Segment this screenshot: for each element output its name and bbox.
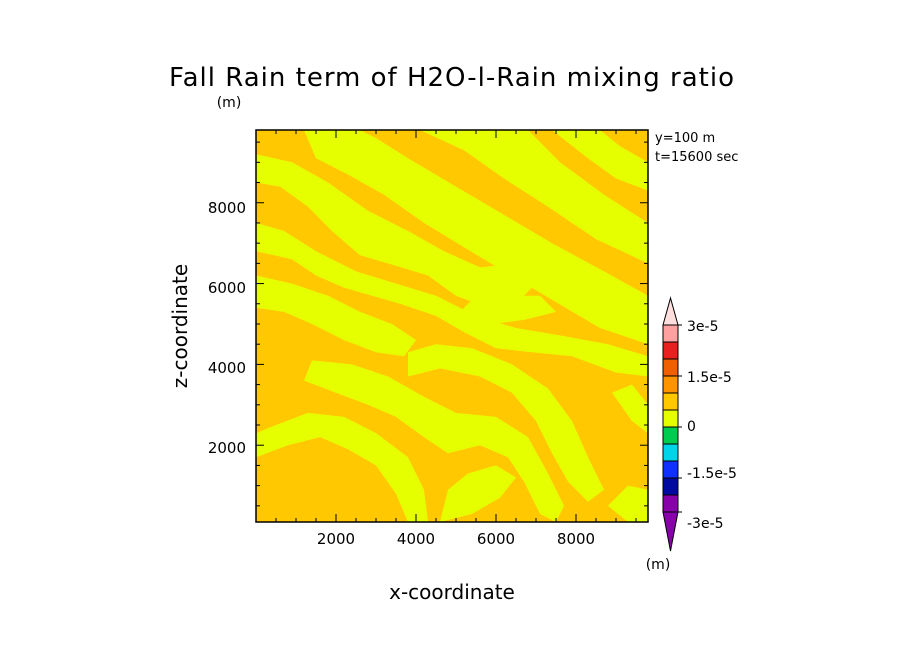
colorbar-swatch bbox=[662, 494, 679, 513]
plot-area bbox=[256, 130, 648, 522]
contour-band bbox=[256, 222, 648, 377]
contour-band bbox=[608, 485, 648, 522]
colorbar-units: (m) bbox=[646, 557, 671, 573]
colorbar-label: 3e-5 bbox=[687, 319, 718, 335]
annotation-y: y=100 m bbox=[655, 131, 715, 146]
colorbar-swatch bbox=[662, 460, 679, 479]
colorbar-swatch bbox=[662, 409, 679, 428]
x-axis-label: x-coordinate bbox=[389, 580, 515, 604]
contour-band bbox=[256, 154, 540, 308]
x-tick-label: 6000 bbox=[477, 530, 515, 548]
chart-title: Fall Rain term of H2O-l-Rain mixing rati… bbox=[169, 63, 735, 93]
annotation-t: t=15600 sec bbox=[655, 150, 738, 165]
contour-band bbox=[408, 344, 604, 502]
contour-band bbox=[612, 384, 648, 434]
contour-band bbox=[552, 130, 648, 191]
contour-band bbox=[256, 130, 648, 345]
x-tick-label: 8000 bbox=[557, 530, 595, 548]
colorbar-swatch bbox=[662, 375, 679, 394]
contour-band bbox=[420, 130, 648, 264]
colorbar-ticks bbox=[678, 324, 682, 513]
contour-band bbox=[440, 465, 516, 522]
title-units: (m) bbox=[217, 95, 242, 111]
y-tick-label: 8000 bbox=[208, 199, 246, 217]
colorbar bbox=[662, 296, 682, 552]
x-tick-label: 2000 bbox=[317, 530, 355, 548]
y-tick-label: 4000 bbox=[208, 359, 246, 377]
contour-bands bbox=[256, 130, 648, 522]
contour-band bbox=[256, 275, 416, 357]
y-tick-label: 6000 bbox=[208, 279, 246, 297]
colorbar-label: -3e-5 bbox=[687, 516, 724, 532]
colorbar-swatch bbox=[662, 358, 679, 377]
colorbar-swatch bbox=[662, 341, 679, 360]
colorbar-swatch bbox=[662, 324, 679, 343]
plot-frame bbox=[255, 129, 649, 523]
contour-band bbox=[256, 412, 428, 522]
colorbar-label: -1.5e-5 bbox=[687, 466, 737, 482]
colorbar-overflow-triangle bbox=[662, 296, 679, 326]
colorbar-swatch bbox=[662, 443, 679, 462]
colorbar-label: 0 bbox=[687, 419, 696, 435]
colorbar-swatch bbox=[662, 477, 679, 496]
y-axis-label: z-coordinate bbox=[168, 264, 192, 388]
colorbar-swatch bbox=[662, 392, 679, 411]
axis-ticks bbox=[256, 130, 648, 522]
contour-band bbox=[304, 360, 564, 522]
x-tick-label: 4000 bbox=[397, 530, 435, 548]
colorbar-swatch bbox=[662, 426, 679, 445]
colorbar-underflow-triangle bbox=[662, 511, 679, 552]
colorbar-label: 1.5e-5 bbox=[687, 370, 732, 386]
y-tick-label: 2000 bbox=[208, 439, 246, 457]
contour-band bbox=[456, 295, 556, 324]
